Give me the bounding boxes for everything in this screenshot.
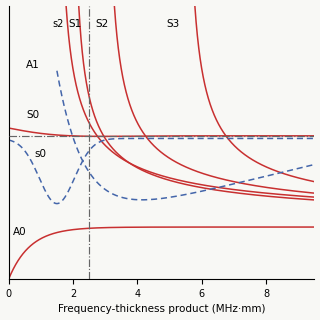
Text: s2: s2 [52, 19, 63, 29]
X-axis label: Frequency-thickness product (MHz·mm): Frequency-thickness product (MHz·mm) [58, 304, 265, 315]
Text: S2: S2 [96, 19, 109, 29]
Text: s0: s0 [34, 149, 46, 159]
Text: S3: S3 [166, 19, 180, 29]
Text: A0: A0 [12, 227, 26, 237]
Text: A1: A1 [26, 60, 40, 70]
Text: S0: S0 [26, 110, 39, 120]
Text: S1: S1 [68, 19, 81, 29]
